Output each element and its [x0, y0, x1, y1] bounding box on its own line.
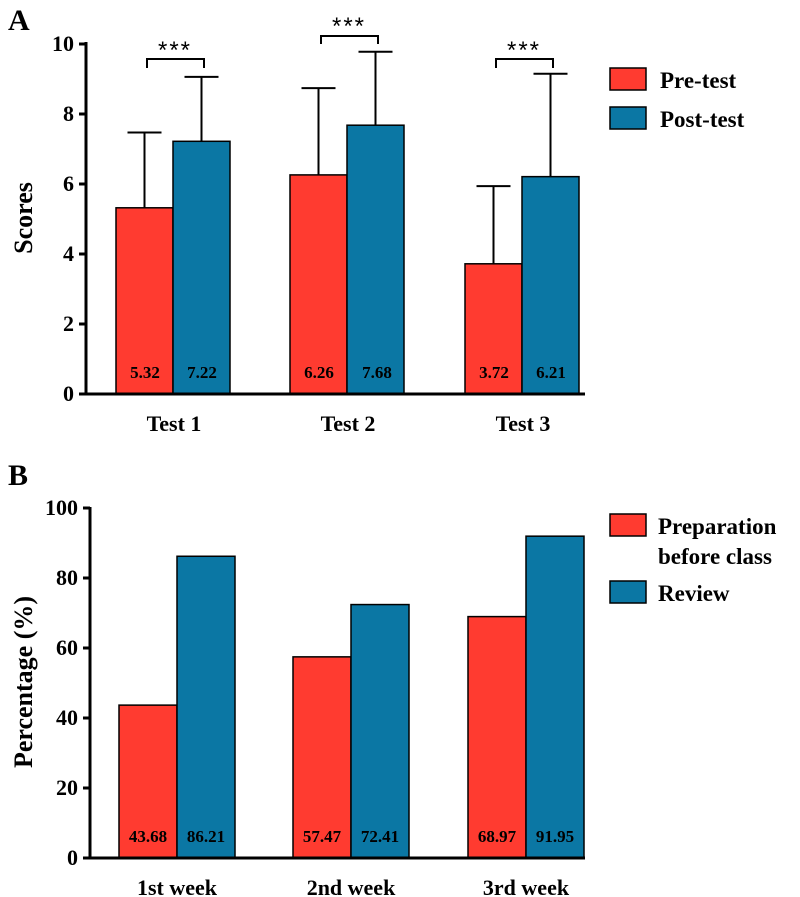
- panel-b-category-labels: 1st week 2nd week 3rd week: [137, 875, 570, 897]
- significance-bracket: [146, 58, 205, 68]
- legend-label-post-test: Post-test: [660, 107, 745, 132]
- legend-label-pre-test: Pre-test: [660, 68, 737, 93]
- panel-a-category-label: Test 1: [147, 411, 202, 436]
- panel-a-data-label-pre-test-2: 6.26: [304, 363, 334, 382]
- panel-b-category-label: 1st week: [137, 875, 218, 897]
- panel-a-ytick-label: 0: [63, 381, 74, 406]
- panel-b-ytick-label: 0: [67, 845, 78, 870]
- bar-pre-test-test-1: [115, 207, 174, 395]
- panel-b-data-label-review-1: 86.21: [187, 827, 225, 846]
- significance-bracket: [320, 35, 379, 44]
- bar-post-test-test-2: [346, 124, 405, 395]
- panel-a: A Scores 0 2 4 6 8 10 5.32 7.22 6.26 7.6…: [8, 4, 745, 436]
- significance-marker: ***: [507, 37, 541, 64]
- panel-a-data-label-post-test-1: 7.22: [187, 363, 217, 382]
- panel-b-data-labels: 43.68 86.21 57.47 72.41 68.97 91.95: [129, 827, 574, 846]
- panel-b-category-label: 3rd week: [483, 875, 570, 897]
- panel-b-data-label-review-3: 91.95: [536, 827, 574, 846]
- panel-b-ytick-label: 60: [56, 635, 78, 660]
- panel-b-label: B: [8, 459, 28, 492]
- panel-a-ytick-label: 6: [63, 171, 74, 196]
- bar-review-1st-week: [176, 555, 236, 859]
- panel-a-data-label-pre-test-1: 5.32: [130, 363, 160, 382]
- significance-bracket: [495, 58, 554, 68]
- panel-b-data-label-preparation-2: 57.47: [303, 827, 342, 846]
- panel-b-category-label: 2nd week: [307, 875, 396, 897]
- panel-b-data-label-preparation-3: 68.97: [478, 827, 517, 846]
- panel-a-ytick-label: 10: [52, 31, 74, 56]
- panel-a-axes: [84, 42, 585, 396]
- legend-swatch-review: [609, 580, 647, 604]
- panel-a-category-label: Test 2: [321, 411, 376, 436]
- panel-b: B Percentage (%) 0 20 40 60 80 100 43.68…: [8, 459, 777, 897]
- bar-preparation-before-class-1st-week: [118, 704, 178, 859]
- panel-a-label: A: [8, 4, 30, 37]
- panel-a-data-label-pre-test-3: 3.72: [479, 363, 509, 382]
- panel-b-ytick-label: 40: [56, 705, 78, 730]
- panel-b-y-ticks: 0 20 40 60 80 100: [45, 495, 78, 870]
- bar-post-test-test-3: [521, 175, 580, 395]
- legend-swatch-preparation: [609, 513, 647, 537]
- panel-b-axes: [88, 507, 585, 860]
- legend-label-preparation-line2: before class: [658, 544, 772, 569]
- panel-a-data-label-post-test-2: 7.68: [362, 363, 392, 382]
- panel-b-bars: [118, 535, 585, 859]
- panel-a-y-axis-title: Scores: [9, 182, 38, 254]
- panel-a-legend: Pre-test Post-test: [609, 67, 745, 132]
- panel-b-data-label-preparation-1: 43.68: [129, 827, 167, 846]
- panel-a-bars: [115, 50, 580, 395]
- panel-a-ytick-label: 8: [63, 101, 74, 126]
- significance-marker: ***: [158, 37, 192, 64]
- panel-a-ytick-label: 4: [63, 241, 74, 266]
- panel-a-y-ticks: 0 2 4 6 8 10: [52, 31, 74, 406]
- significance-marker: ***: [332, 13, 366, 40]
- panel-a-significance: *** *** ***: [146, 13, 554, 68]
- panel-b-data-label-review-2: 72.41: [361, 827, 399, 846]
- panel-b-ytick-label: 100: [45, 495, 78, 520]
- panel-a-category-label: Test 3: [496, 411, 551, 436]
- panel-b-legend: Preparation before class Review: [609, 513, 777, 606]
- bar-review-3rd-week: [525, 535, 585, 859]
- panel-a-ytick-label: 2: [63, 311, 74, 336]
- legend-swatch-post-test: [609, 106, 647, 130]
- bar-review-2nd-week: [350, 603, 410, 859]
- panel-b-ytick-label: 20: [56, 775, 78, 800]
- legend-label-preparation-line1: Preparation: [658, 514, 777, 539]
- bar-pre-test-test-2: [289, 174, 348, 395]
- legend-label-review: Review: [658, 581, 730, 606]
- panel-a-category-labels: Test 1 Test 2 Test 3: [147, 411, 551, 436]
- panel-a-data-label-post-test-3: 6.21: [536, 363, 566, 382]
- bar-preparation-before-class-3rd-week: [467, 615, 527, 859]
- bar-post-test-test-1: [172, 140, 231, 395]
- panel-b-ytick-label: 80: [56, 565, 78, 590]
- legend-swatch-pre-test: [609, 67, 647, 91]
- panel-b-y-axis-title: Percentage (%): [9, 596, 38, 768]
- panel-a-data-labels: 5.32 7.22 6.26 7.68 3.72 6.21: [130, 363, 566, 382]
